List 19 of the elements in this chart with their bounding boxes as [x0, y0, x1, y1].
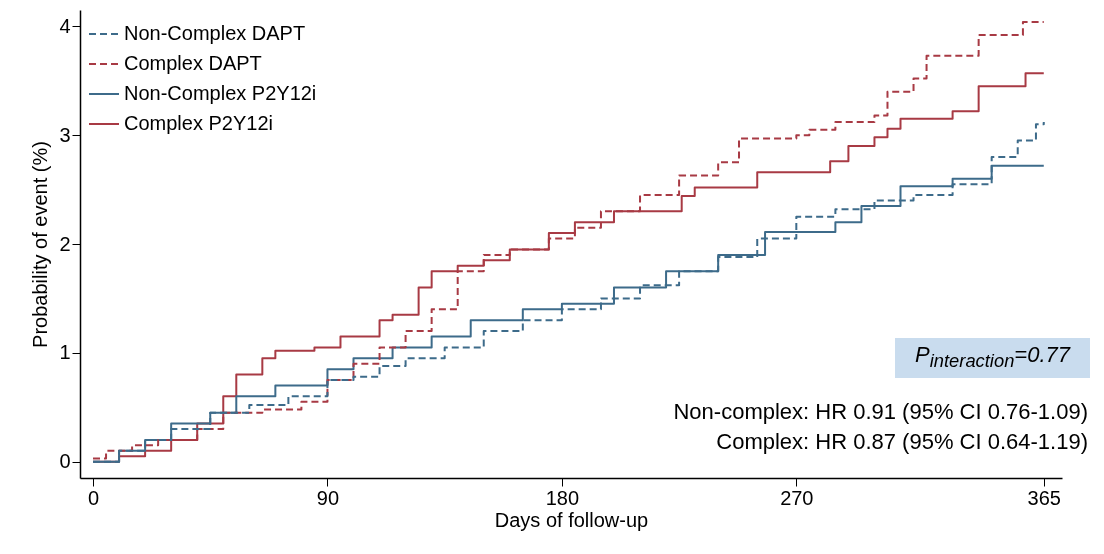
y-tick-label: 4 — [59, 14, 71, 37]
x-tick-label: 365 — [1027, 486, 1061, 509]
legend-label: Complex P2Y12i — [124, 112, 273, 134]
annotation: Non-complex: HR 0.91 (95% CI 0.76-1.09) — [673, 399, 1088, 424]
legend-label: Complex DAPT — [124, 52, 262, 74]
annotation: Complex: HR 0.87 (95% CI 0.64-1.19) — [716, 429, 1088, 454]
y-tick-label: 2 — [59, 232, 71, 255]
y-tick-label: 1 — [59, 341, 71, 364]
x-tick-label: 270 — [780, 486, 814, 509]
y-axis-title: Probability of event (%) — [29, 141, 52, 348]
x-tick-label: 90 — [316, 486, 340, 509]
x-tick-label: 180 — [545, 486, 580, 509]
annotation: P$_{interaction}$=0.77 — [895, 338, 1090, 379]
y-tick-label: 3 — [59, 123, 71, 146]
x-axis-title: Days of follow-up — [494, 508, 649, 531]
x-tick-label: 0 — [87, 486, 100, 509]
legend-label: Non-Complex DAPT — [124, 22, 306, 44]
y-tick-label: 0 — [59, 450, 71, 473]
legend-label: Non-Complex P2Y12i — [124, 82, 317, 104]
